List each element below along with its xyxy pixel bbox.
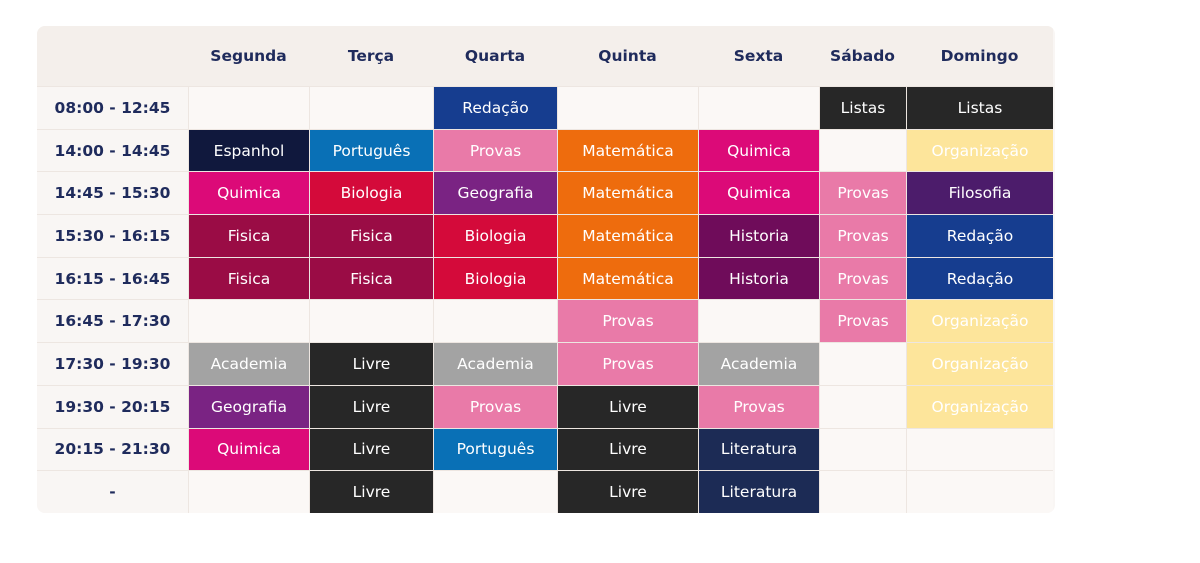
empty-cell [188, 470, 309, 513]
time-slot-label: 19:30 - 20:15 [37, 384, 188, 428]
subject-cell: Livre [309, 427, 433, 471]
empty-cell [188, 299, 309, 343]
subject-cell: Provas [557, 299, 698, 343]
time-slot-label: 14:45 - 15:30 [37, 171, 188, 215]
empty-cell [819, 427, 906, 471]
day-header: Terça [309, 26, 433, 86]
subject-cell: Geografia [433, 171, 557, 215]
subject-cell: Fisica [309, 214, 433, 257]
subject-cell: Provas [433, 128, 557, 172]
subject-cell: Provas [433, 384, 557, 428]
time-slot-label: 20:15 - 21:30 [37, 427, 188, 471]
empty-cell [819, 342, 906, 385]
subject-cell: Academia [698, 342, 819, 385]
day-header: Sábado [819, 26, 906, 86]
subject-cell: Provas [819, 214, 906, 257]
subject-cell: Organização [906, 384, 1053, 428]
subject-cell: Redação [906, 214, 1053, 257]
subject-cell: Matemática [557, 256, 698, 300]
time-slot-label: 16:45 - 17:30 [37, 299, 188, 343]
subject-cell: Organização [906, 299, 1053, 343]
time-slot-label: 14:00 - 14:45 [37, 128, 188, 172]
time-slot-label: 15:30 - 16:15 [37, 214, 188, 257]
subject-cell: Provas [819, 256, 906, 300]
subject-cell: Listas [906, 86, 1053, 129]
day-header: Segunda [188, 26, 309, 86]
subject-cell: Academia [188, 342, 309, 385]
subject-cell: Biologia [433, 256, 557, 300]
empty-cell [309, 299, 433, 343]
schedule-table: Segunda Terça Quarta Quinta Sexta Sábado Domin… [37, 26, 1055, 513]
subject-cell: Livre [557, 470, 698, 513]
empty-cell [188, 86, 309, 129]
day-header: Quarta [433, 26, 557, 86]
empty-cell [698, 86, 819, 129]
subject-cell: Livre [557, 427, 698, 471]
time-slot-label: - [37, 470, 188, 513]
subject-cell: Fisica [188, 214, 309, 257]
subject-cell: Fisica [188, 256, 309, 300]
empty-cell [698, 299, 819, 343]
subject-cell: Matemática [557, 171, 698, 215]
subject-cell: Organização [906, 128, 1053, 172]
subject-cell: Fisica [309, 256, 433, 300]
subject-cell: Livre [309, 342, 433, 385]
subject-cell: Quimica [188, 427, 309, 471]
subject-cell: Livre [309, 384, 433, 428]
time-slot-label: 08:00 - 12:45 [37, 86, 188, 129]
subject-cell: Livre [309, 470, 433, 513]
time-slot-label: 16:15 - 16:45 [37, 256, 188, 300]
subject-cell: Quimica [188, 171, 309, 215]
day-header: Domingo [906, 26, 1053, 86]
subject-cell: Biologia [433, 214, 557, 257]
subject-cell: Espanhol [188, 128, 309, 172]
subject-cell: Provas [698, 384, 819, 428]
subject-cell: Listas [819, 86, 906, 129]
schedule-grid: Segunda Terça Quarta Quinta Sexta Sábado Domin… [37, 26, 1055, 513]
empty-cell [433, 299, 557, 343]
time-slot-label: 17:30 - 19:30 [37, 342, 188, 385]
empty-cell [557, 86, 698, 129]
subject-cell: Redação [433, 86, 557, 129]
subject-cell: Historia [698, 214, 819, 257]
subject-cell: Português [433, 427, 557, 471]
subject-cell: Filosofia [906, 171, 1053, 215]
subject-cell: Organização [906, 342, 1053, 385]
empty-cell [906, 427, 1053, 471]
empty-cell [433, 470, 557, 513]
subject-cell: Biologia [309, 171, 433, 215]
subject-cell: Geografia [188, 384, 309, 428]
subject-cell: Português [309, 128, 433, 172]
subject-cell: Matemática [557, 128, 698, 172]
subject-cell: Historia [698, 256, 819, 300]
subject-cell: Matemática [557, 214, 698, 257]
empty-cell [819, 128, 906, 172]
day-header: Quinta [557, 26, 698, 86]
subject-cell: Academia [433, 342, 557, 385]
subject-cell: Livre [557, 384, 698, 428]
subject-cell: Quimica [698, 128, 819, 172]
subject-cell: Provas [819, 171, 906, 215]
subject-cell: Literatura [698, 470, 819, 513]
day-header: Sexta [698, 26, 819, 86]
subject-cell: Quimica [698, 171, 819, 215]
subject-cell: Literatura [698, 427, 819, 471]
empty-cell [309, 86, 433, 129]
empty-cell [819, 470, 906, 513]
header-corner [37, 26, 188, 86]
empty-cell [906, 470, 1053, 513]
subject-cell: Redação [906, 256, 1053, 300]
subject-cell: Provas [557, 342, 698, 385]
subject-cell: Provas [819, 299, 906, 343]
empty-cell [819, 384, 906, 428]
